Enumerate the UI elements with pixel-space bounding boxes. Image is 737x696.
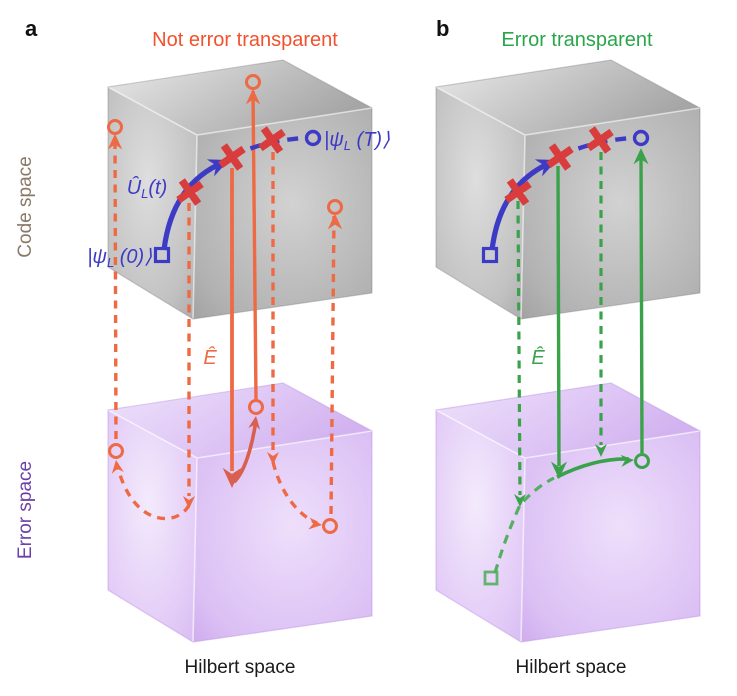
error-space-cube-b bbox=[435, 382, 701, 643]
initial-state-label: |ψL (0)⟩ bbox=[87, 246, 152, 270]
error-evolution-arc-right bbox=[271, 461, 318, 525]
panel-a-title: Not error transparent bbox=[152, 29, 338, 51]
figure-text: a b Not error transparent Error transpar… bbox=[15, 16, 653, 678]
final-state-label: |ψL (T)⟩ bbox=[324, 129, 390, 153]
error-final-state-circle bbox=[634, 453, 650, 469]
error-initial-square-marker bbox=[483, 570, 499, 586]
error-evolution-arc-left bbox=[115, 463, 191, 521]
return-line-solid-final bbox=[639, 151, 644, 454]
code-space-cube-b bbox=[435, 59, 701, 320]
hilbert-space-label-b: Hilbert space bbox=[516, 657, 627, 678]
hilbert-space-label-a: Hilbert space bbox=[185, 657, 296, 678]
panel-a-error-arrows bbox=[108, 76, 342, 534]
error-state-circle-middle bbox=[248, 399, 264, 415]
error-state-circle-left bbox=[108, 443, 124, 459]
error-jump-solid-E bbox=[556, 165, 561, 467]
error-jump-dashed-1 bbox=[516, 200, 522, 496]
return-line-dashed-right bbox=[329, 215, 336, 517]
error-evolution-arc-middle bbox=[232, 419, 258, 484]
error-space-axis-label: Error space bbox=[15, 461, 36, 559]
panel-b-title: Error transparent bbox=[501, 29, 653, 51]
return-line-solid-middle bbox=[251, 90, 258, 400]
code-space-axis-label: Code space bbox=[15, 156, 36, 257]
hilbert-space-cubes bbox=[107, 59, 701, 643]
error-trajectory-dashed bbox=[493, 476, 555, 574]
panel-b-error-arrows bbox=[483, 148, 650, 586]
gate-label: ÛL(t) bbox=[127, 176, 168, 201]
error-state-circle-right bbox=[322, 518, 338, 534]
panel-a-letter: a bbox=[25, 16, 38, 41]
return-line-dashed-left bbox=[113, 140, 118, 444]
error-trajectory-solid bbox=[556, 457, 630, 479]
panel-b-letter: b bbox=[436, 16, 449, 41]
error-operator-label-b: Ê bbox=[531, 346, 545, 369]
error-operator-label-a: Ê bbox=[203, 346, 217, 369]
